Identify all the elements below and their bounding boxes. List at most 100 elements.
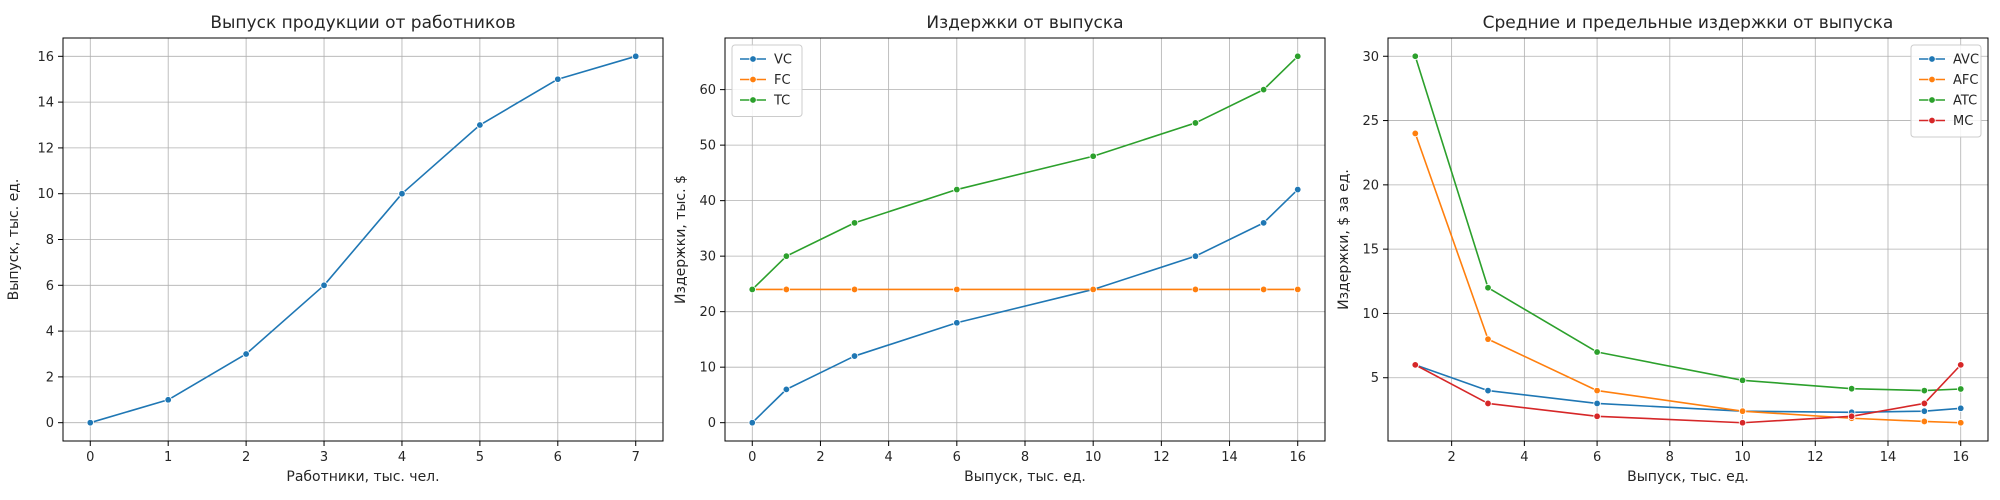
y-tick-label: 0	[46, 416, 54, 431]
data-point	[86, 418, 94, 427]
legend-label: VC	[774, 53, 792, 68]
y-tick-label: 50	[699, 139, 716, 154]
data-point	[1294, 185, 1302, 194]
data-point	[1957, 419, 1965, 427]
data-point	[1957, 404, 1965, 412]
data-point	[242, 350, 250, 358]
x-tick-label: 12	[1153, 450, 1170, 465]
x-tick-label: 4	[1520, 450, 1528, 465]
data-point	[782, 252, 791, 260]
y-axis-label: Издержки, $ за ед.	[1336, 169, 1352, 310]
legend-label: FC	[774, 73, 791, 88]
chart-title: Средние и предельные издержки от выпуска	[1483, 13, 1894, 33]
x-axis-label: Работники, тыс. чел.	[286, 469, 439, 485]
series-line-atc	[1414, 56, 1961, 392]
data-point	[782, 385, 791, 394]
y-tick-label: 10	[699, 361, 716, 376]
data-point	[1191, 285, 1200, 294]
y-tick-label: 20	[699, 305, 716, 320]
plot-frame	[1387, 37, 1989, 442]
legend-marker	[1928, 96, 1936, 104]
data-point	[1411, 52, 1419, 60]
x-tick-label: 4	[398, 450, 406, 465]
data-point	[1920, 399, 1929, 408]
data-point	[476, 121, 484, 129]
data-point	[1847, 412, 1856, 421]
x-tick-label: 10	[1734, 450, 1751, 465]
legend-label: ATC	[1953, 94, 1977, 109]
data-point	[1593, 412, 1601, 421]
data-point	[164, 396, 172, 404]
x-tick-label: 12	[1807, 450, 1824, 465]
series-line-tc	[751, 55, 1299, 291]
y-tick-label: 10	[1362, 307, 1379, 322]
legend-marker	[749, 55, 757, 63]
data-point	[554, 75, 562, 83]
x-tick-label: 6	[953, 450, 961, 465]
x-axis-label: Выпуск, тыс. ед.	[1627, 469, 1749, 485]
data-point	[1847, 384, 1856, 393]
series-line-mc	[1414, 364, 1962, 424]
data-point	[1738, 419, 1747, 427]
legend: AVC AFC ATC MC	[1910, 44, 1982, 138]
x-tick-label: 0	[86, 450, 94, 465]
data-point	[850, 219, 859, 227]
data-point	[1738, 407, 1747, 415]
x-tick-label: 2	[242, 450, 250, 465]
x-axis-label: Выпуск, тыс. ед.	[964, 469, 1086, 485]
plot-frame	[62, 37, 664, 442]
y-tick-label: 2	[46, 370, 54, 385]
legend-marker	[749, 96, 757, 104]
x-tick-label: 2	[816, 450, 824, 465]
series-line-vc	[751, 188, 1299, 424]
x-tick-label: 3	[320, 450, 328, 465]
legend-label: TC	[773, 94, 790, 109]
data-point	[1957, 385, 1965, 393]
data-point	[850, 352, 859, 360]
x-tick-label: 4	[884, 450, 892, 465]
data-point	[1920, 386, 1929, 395]
x-tick-label: 10	[1085, 450, 1102, 465]
y-tick-label: 30	[699, 250, 716, 265]
data-point	[1089, 152, 1097, 160]
y-tick-label: 8	[46, 233, 54, 248]
data-point	[1920, 417, 1929, 426]
chart-title: Издержки от выпуска	[926, 13, 1123, 33]
y-axis-label: Издержки, тыс. $	[673, 175, 689, 304]
series-line-output	[90, 55, 636, 424]
y-tick-label: 15	[1362, 243, 1379, 258]
data-point	[1191, 252, 1200, 260]
legend-label: AVC	[1953, 53, 1979, 68]
x-tick-label: 16	[1289, 450, 1306, 465]
data-point	[1484, 284, 1492, 292]
data-point	[953, 185, 961, 194]
data-point	[1593, 386, 1601, 395]
data-point	[632, 52, 640, 61]
legend-box	[1910, 44, 1982, 138]
data-point	[1484, 399, 1492, 408]
y-tick-label: 4	[46, 325, 54, 340]
x-tick-label: 6	[1593, 450, 1601, 465]
x-tick-label: 8	[1021, 450, 1029, 465]
x-tick-label: 8	[1666, 450, 1674, 465]
series-line-afc	[1414, 133, 1961, 424]
plot-frame	[724, 37, 1326, 442]
data-point	[1294, 285, 1302, 294]
y-tick-label: 0	[708, 416, 716, 431]
data-point	[782, 285, 791, 294]
data-point	[1191, 119, 1200, 127]
chart-title: Выпуск продукции от работников	[210, 13, 515, 33]
data-point	[953, 285, 961, 294]
x-tick-label: 7	[632, 450, 640, 465]
data-point	[850, 285, 859, 294]
legend: VC FC TC	[731, 44, 803, 117]
legend-label: MC	[1953, 114, 1973, 129]
y-tick-label: 16	[37, 50, 54, 65]
data-point	[953, 319, 961, 327]
legend-box	[731, 44, 803, 117]
x-tick-label: 6	[554, 450, 562, 465]
y-tick-label: 12	[37, 141, 54, 156]
legend-marker	[749, 75, 757, 84]
